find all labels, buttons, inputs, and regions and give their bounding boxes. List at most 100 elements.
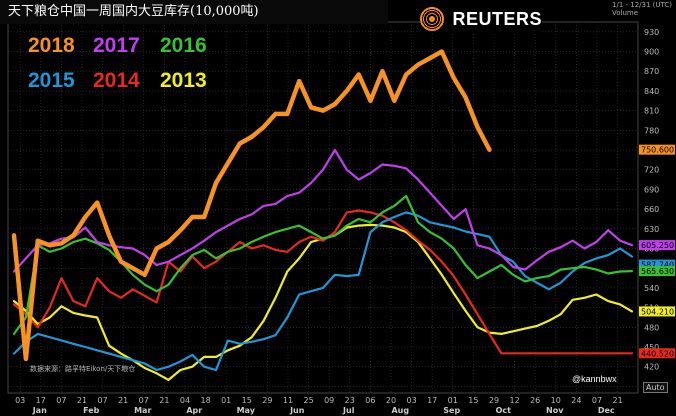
x-tick-label: 11 [283, 396, 293, 405]
y-tick-label: 930 [644, 28, 659, 37]
end-label: 605.250 [639, 240, 675, 251]
x-axis: 03 17 07 21 07 21 07 21 04 18 01 15 29 11 25 09 23 06 20 03… [15, 396, 623, 415]
x-month-label: Aug [391, 406, 409, 415]
x-month-label: Mar [134, 406, 151, 415]
x-month-label: Apr [186, 406, 202, 415]
x-tick-label: 21 [159, 396, 169, 405]
legend-label: 2016 [160, 34, 207, 57]
y-tick-label: 660 [644, 205, 659, 214]
end-label-bg [639, 144, 675, 155]
legend-2016[interactable]: 2016 [160, 34, 207, 58]
end-label-bg [639, 306, 675, 317]
x-tick-label: 21 [612, 396, 622, 405]
x-tick-label: 09 [324, 396, 334, 405]
end-label-text: 750.600 [641, 146, 674, 155]
legend-2013[interactable]: 2013 [160, 69, 207, 93]
x-tick-label: 04 [180, 396, 190, 405]
x-month-label: Dec [598, 406, 615, 415]
end-label: 565.630 [639, 266, 675, 277]
grid [7, 21, 639, 394]
x-tick-label: 29 [489, 396, 499, 405]
header-info: 1/1 - 12/31 (UTC) Volume [612, 1, 672, 17]
y-axis: 3904204504805105405706006306606907207507… [644, 28, 659, 392]
end-label-text: 587.740 [641, 261, 674, 270]
series-line-2017 [12, 148, 634, 273]
legend-2014[interactable]: 2014 [93, 69, 140, 93]
x-month-label: Sep [443, 406, 460, 415]
end-label-bg [639, 266, 675, 277]
x-tick-label: 03 [15, 396, 25, 405]
reuters-dots-icon [420, 6, 445, 32]
x-month-label: Oct [496, 406, 512, 415]
x-tick-label: 15 [242, 396, 252, 405]
auto-scale-button[interactable]: Auto [643, 382, 668, 393]
date-range: 1/1 - 12/31 (UTC) [612, 1, 672, 9]
y-tick-label: 540 [644, 284, 659, 293]
y-tick-label: 810 [644, 107, 659, 116]
x-tick-label: 07 [97, 396, 107, 405]
x-tick-label: 23 [345, 396, 355, 405]
y-tick-label: 870 [644, 67, 659, 76]
author-handle: @kannbwx [572, 374, 617, 384]
x-tick-label: 21 [118, 396, 128, 405]
plot-area [7, 21, 639, 394]
series-lines [11, 49, 634, 381]
y-tick-label: 900 [644, 48, 659, 57]
x-tick-label: 18 [200, 396, 210, 405]
legend-label: 2014 [93, 69, 140, 92]
legend-2018[interactable]: 2018 [28, 34, 75, 58]
end-label: 750.600 [639, 144, 675, 155]
legend-label: 2017 [93, 34, 140, 57]
legend-label: 2018 [28, 34, 75, 57]
y-tick-label: 630 [644, 225, 659, 234]
end-label: 440.520 [639, 348, 675, 359]
y-tick-label: 690 [644, 185, 659, 194]
end-label-bg [639, 348, 675, 359]
legend-label: 2015 [28, 69, 75, 92]
x-tick-label: 01 [221, 396, 231, 405]
x-tick-label: 06 [365, 396, 375, 405]
x-tick-label: 25 [303, 396, 313, 405]
y-tick-label: 480 [644, 323, 659, 332]
x-tick-label: 01 [448, 396, 458, 405]
series-line-2015 [12, 211, 634, 372]
end-label-text: 504.210 [641, 307, 674, 316]
volume-label: Volume [612, 9, 639, 17]
x-month-label: May [237, 406, 256, 415]
x-tick-label: 15 [468, 396, 478, 405]
legend-2017[interactable]: 2017 [93, 34, 140, 58]
end-label: 504.210 [639, 306, 675, 317]
y-tick-label: 780 [644, 126, 659, 135]
x-month-label: Jun [289, 406, 305, 415]
x-tick-label: 20 [386, 396, 396, 405]
end-label-text: 605.250 [641, 241, 674, 250]
x-tick-label: 17 [427, 396, 437, 405]
x-tick-label: 12 [509, 396, 519, 405]
x-tick-label: 07 [592, 396, 602, 405]
series-line-2014 [12, 209, 634, 355]
x-tick-label: 26 [530, 396, 540, 405]
brand-name: REUTERS [452, 8, 542, 29]
x-tick-label: 10 [551, 396, 561, 405]
y-tick-label: 720 [644, 166, 659, 175]
source-note: 数据来源：路孚特Eikon/天下粮仓 [30, 365, 136, 373]
x-tick-label: 24 [571, 396, 581, 405]
end-label-bg [639, 259, 675, 270]
legend-label: 2013 [160, 69, 207, 92]
chart-title: 天下粮仓中国一周国内大豆库存(10,000吨) [0, 0, 388, 24]
x-month-label: Nov [546, 406, 564, 415]
x-tick-label: 29 [262, 396, 272, 405]
x-tick-label: 07 [56, 396, 66, 405]
y-tick-label: 450 [644, 343, 659, 352]
x-month-label: Jan [32, 406, 47, 415]
end-label-text: 565.630 [641, 267, 674, 276]
x-month-label: Feb [83, 406, 100, 415]
reuters-logo: REUTERS [420, 4, 542, 34]
legend-2015[interactable]: 2015 [28, 69, 75, 93]
end-label: 587.740 [639, 259, 675, 270]
y-tick-label: 840 [644, 87, 659, 96]
series-line-2018 [11, 49, 492, 362]
x-tick-label: 21 [77, 396, 87, 405]
